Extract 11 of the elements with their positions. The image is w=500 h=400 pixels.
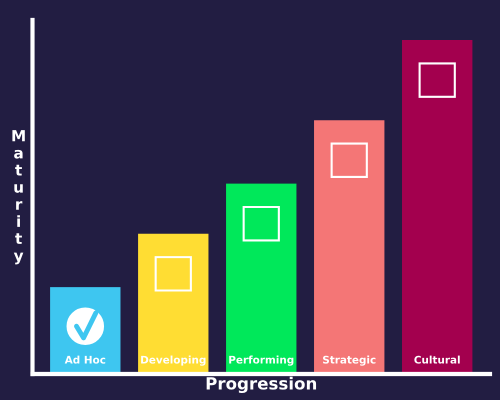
y-axis-title: Maturity <box>12 130 25 264</box>
x-tick-label: Strategic <box>323 356 376 366</box>
bar <box>402 40 472 374</box>
x-axis-title: Progression <box>206 376 316 394</box>
x-tick-label: Performing <box>229 356 294 366</box>
x-tick-label: Developing <box>141 356 206 366</box>
bar <box>314 120 384 374</box>
bar <box>138 234 208 374</box>
x-tick-label: Cultural <box>414 356 460 364</box>
x-tick-label: Ad Hoc <box>64 356 106 364</box>
bar <box>226 184 296 374</box>
